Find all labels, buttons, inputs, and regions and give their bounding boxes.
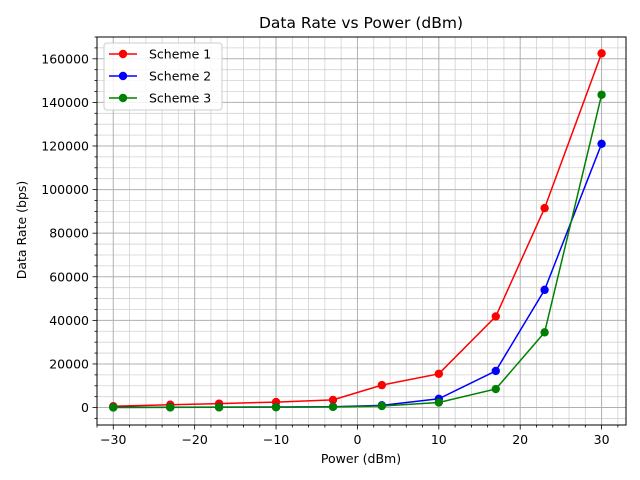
series-line-1	[113, 53, 603, 408]
series-3-point	[109, 403, 118, 412]
y-tick-label: 0	[81, 400, 89, 415]
y-tick-label: 80000	[49, 226, 89, 241]
series-1-point	[377, 380, 387, 390]
y-axis-ticks: 0 20000 40000 60000 80000 100000 120000 140000 1…	[41, 36, 97, 419]
series-3-point	[540, 328, 549, 337]
series-3-point	[434, 398, 444, 407]
legend-label-3: Scheme 3	[149, 91, 211, 106]
x-tick-label: −20	[181, 432, 207, 447]
y-tick-label: 140000	[41, 95, 89, 110]
y-tick-label: 120000	[41, 138, 89, 153]
plot-frame	[96, 36, 627, 426]
y-tick-label: 160000	[41, 51, 89, 66]
x-axis-label: Power (dBm)	[321, 451, 401, 466]
x-tick-label: 30	[594, 432, 610, 447]
legend-marker-1	[118, 49, 128, 59]
series-1-point	[540, 203, 549, 213]
x-tick-label: −30	[100, 432, 126, 447]
x-tick-label: 0	[353, 432, 361, 447]
legend-label-2: Scheme 2	[149, 69, 211, 84]
series-2-point	[597, 139, 606, 149]
series-1-point	[491, 312, 500, 321]
series-layer	[109, 49, 606, 412]
legend-box	[103, 42, 223, 111]
legend-marker-2	[118, 71, 128, 81]
x-axis-ticks: −30 −20 −10 0 10 20 30	[96, 425, 619, 447]
series-3-point	[328, 402, 338, 412]
y-tick-label: 40000	[49, 313, 89, 328]
series-2-point	[540, 285, 549, 295]
chart-title: Data Rate vs Power (dBm)	[259, 14, 463, 32]
x-tick-label: 10	[431, 432, 447, 447]
y-axis-label: Data Rate (bps)	[14, 181, 29, 280]
x-tick-label: −10	[263, 432, 289, 447]
y-tick-label: 60000	[49, 269, 89, 284]
series-3-point	[214, 403, 224, 412]
series-1-point	[434, 369, 444, 378]
legend-marker-3	[118, 93, 128, 103]
series-3-point	[271, 403, 281, 412]
legend-label-1: Scheme 1	[149, 47, 211, 62]
series-2-point	[491, 366, 500, 376]
series-1-point	[597, 49, 606, 58]
x-tick-label: 20	[512, 432, 528, 447]
series-1-point	[328, 395, 338, 405]
series-3-point	[491, 384, 500, 394]
series-3-point	[377, 401, 387, 411]
series-3-point	[166, 403, 175, 412]
y-tick-label: 100000	[41, 182, 89, 197]
legend: Scheme 1 Scheme 2 Scheme 3	[103, 42, 223, 111]
series-3-point	[597, 90, 606, 99]
y-tick-label: 20000	[49, 356, 89, 371]
series-line-3	[113, 94, 603, 409]
